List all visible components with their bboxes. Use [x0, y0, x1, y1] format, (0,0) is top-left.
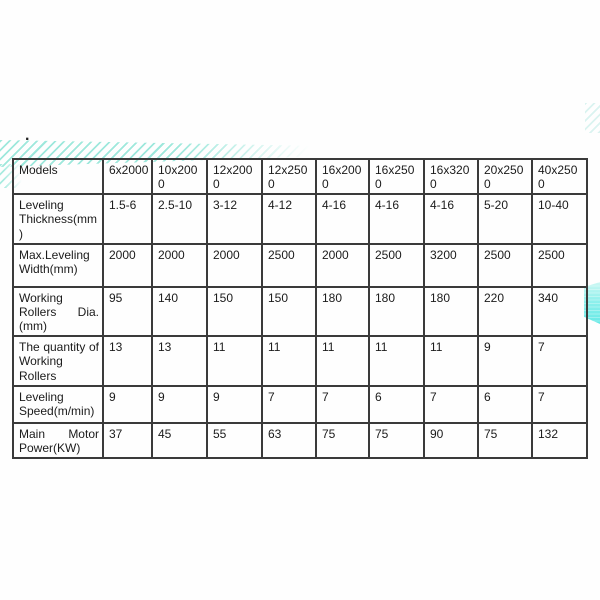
cell: 2000: [102, 242, 153, 288]
column-header-models: Models: [12, 157, 104, 196]
cell: 150: [206, 285, 263, 338]
cell: 75: [368, 421, 425, 460]
cell: 2000: [206, 242, 263, 288]
row-label: Leveling Thickness(mm): [12, 193, 104, 245]
row-label: The quantity of Working Rollers: [12, 335, 104, 387]
cell: 37: [102, 421, 153, 460]
spec-table: Models 6x2000 10x2000 12x2000 12x2500 16…: [12, 157, 588, 460]
table-row-main-motor-power: Main Motor Power(KW) 37 45 55 63 75 75 9…: [12, 421, 588, 460]
cell: 7: [261, 384, 317, 424]
cell: 9: [102, 384, 153, 424]
cell: 2500: [261, 242, 317, 288]
cell: 140: [151, 285, 208, 338]
cell: 13: [151, 335, 208, 387]
cell: 4-16: [368, 193, 425, 245]
cell: 180: [423, 285, 479, 338]
row-label: Max.Leveling Width(mm): [12, 242, 104, 288]
cell: 11: [423, 335, 479, 387]
cell: 11: [315, 335, 370, 387]
cell: 4-12: [261, 193, 317, 245]
cell: 4-16: [423, 193, 479, 245]
table-row-working-rollers-dia: Working Rollers Dia.(mm) 95 140 150 150 …: [12, 285, 588, 338]
cell: 5-20: [477, 193, 533, 245]
bullet-dot: .: [25, 127, 30, 144]
ribbon-fold-icon: [584, 282, 600, 324]
table-row-max-leveling-width: Max.Leveling Width(mm) 2000 2000 2000 25…: [12, 242, 588, 288]
table-row-quantity-working-rollers: The quantity of Working Rollers 13 13 11…: [12, 335, 588, 387]
column-header: 16x2000: [315, 157, 370, 196]
cell: 2.5-10: [151, 193, 208, 245]
cell: 7: [531, 384, 588, 424]
cell: 180: [368, 285, 425, 338]
cell: 6: [477, 384, 533, 424]
cell: 4-16: [315, 193, 370, 245]
cell: 75: [315, 421, 370, 460]
cell: 3-12: [206, 193, 263, 245]
cell: 2500: [477, 242, 533, 288]
cell: 2500: [368, 242, 425, 288]
cell: 2000: [315, 242, 370, 288]
column-header: 20x2500: [477, 157, 533, 196]
table-row-leveling-speed: Leveling Speed(m/min) 9 9 9 7 7 6 7 6 7: [12, 384, 588, 424]
column-header: 6x2000: [102, 157, 153, 196]
cell: 220: [477, 285, 533, 338]
cell: 180: [315, 285, 370, 338]
cell: 63: [261, 421, 317, 460]
cell: 6: [368, 384, 425, 424]
table-header-row: Models 6x2000 10x2000 12x2000 12x2500 16…: [12, 157, 588, 196]
cell: 75: [477, 421, 533, 460]
cell: 10-40: [531, 193, 588, 245]
row-label: Working Rollers Dia.(mm): [12, 285, 104, 338]
column-header: 16x3200: [423, 157, 479, 196]
cell: 3200: [423, 242, 479, 288]
cell: 11: [368, 335, 425, 387]
table-row-leveling-thickness: Leveling Thickness(mm) 1.5-6 2.5-10 3-12…: [12, 193, 588, 245]
column-header: 40x2500: [531, 157, 588, 196]
hatch-stripes-top-right-icon: [585, 103, 600, 133]
cell: 90: [423, 421, 479, 460]
column-header: 12x2000: [206, 157, 263, 196]
cell: 45: [151, 421, 208, 460]
cell: 340: [531, 285, 588, 338]
cell: 11: [206, 335, 263, 387]
row-label: Leveling Speed(m/min): [12, 384, 104, 424]
cell: 11: [261, 335, 317, 387]
cell: 9: [151, 384, 208, 424]
cell: 132: [531, 421, 588, 460]
cell: 7: [423, 384, 479, 424]
cell: 7: [315, 384, 370, 424]
cell: 95: [102, 285, 153, 338]
row-label: Main Motor Power(KW): [12, 421, 104, 460]
column-header: 16x2500: [368, 157, 425, 196]
cell: 9: [206, 384, 263, 424]
cell: 2500: [531, 242, 588, 288]
cell: 2000: [151, 242, 208, 288]
column-header: 10x2000: [151, 157, 208, 196]
cell: 7: [531, 335, 588, 387]
cell: 9: [477, 335, 533, 387]
cell: 55: [206, 421, 263, 460]
cell: 1.5-6: [102, 193, 153, 245]
cell: 150: [261, 285, 317, 338]
cell: 13: [102, 335, 153, 387]
column-header: 12x2500: [261, 157, 317, 196]
